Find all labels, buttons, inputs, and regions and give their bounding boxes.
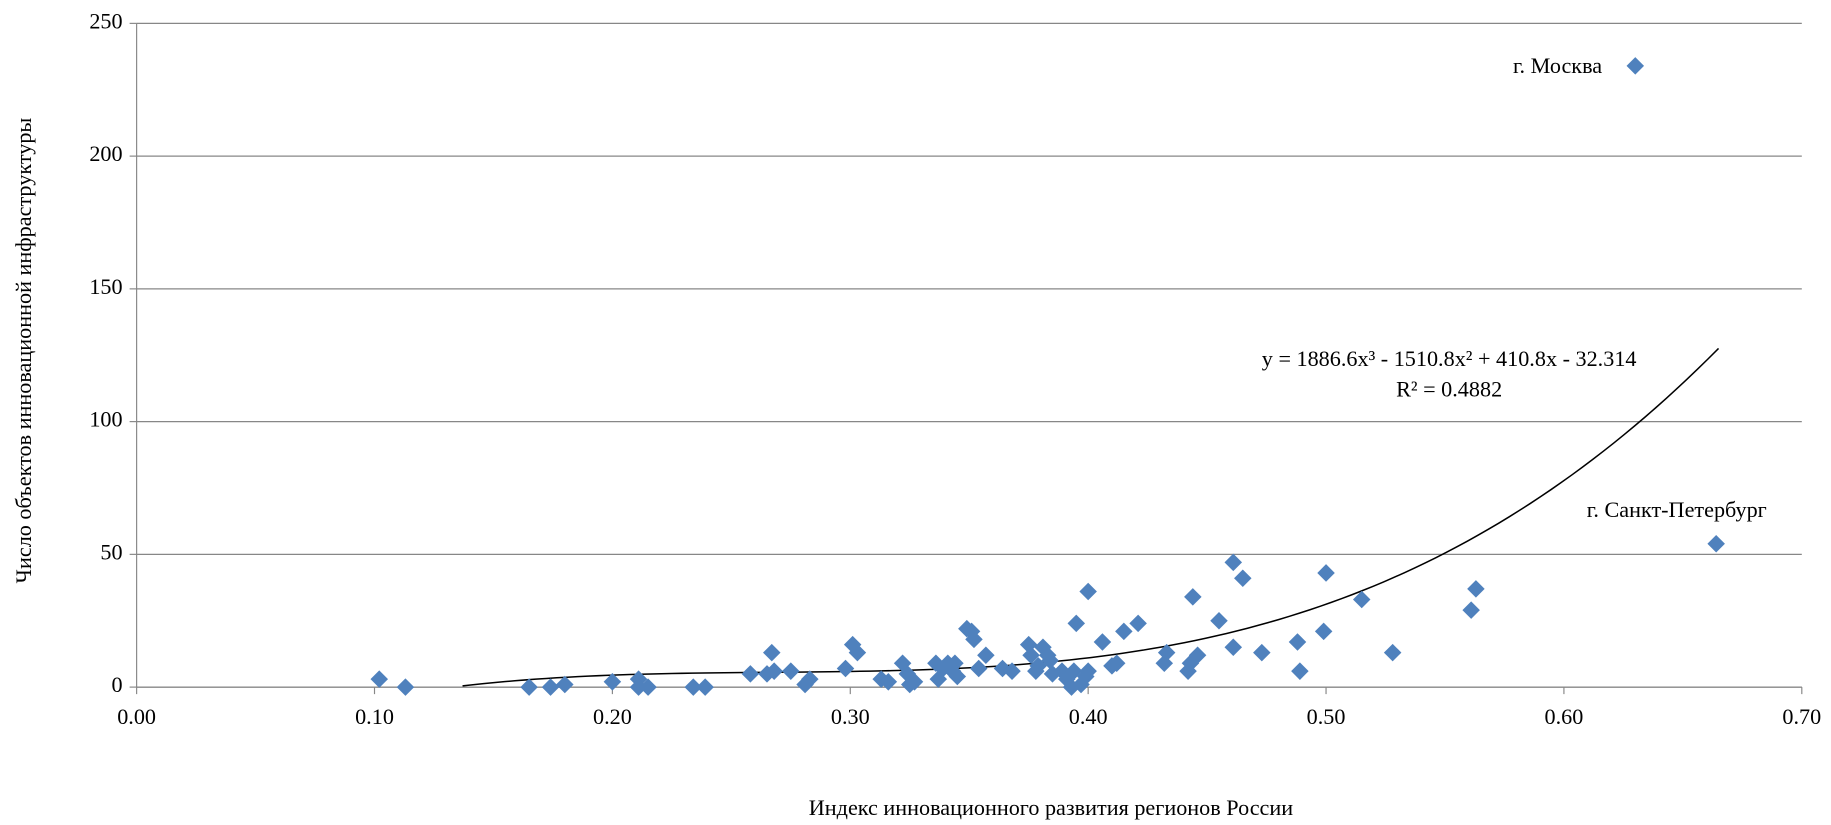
data-point xyxy=(1288,633,1307,651)
data-point xyxy=(1210,611,1228,630)
data-point xyxy=(1093,633,1112,651)
data-point xyxy=(629,678,648,696)
data-point xyxy=(1029,657,1047,675)
y-tick-label: 150 xyxy=(89,274,122,299)
data-point xyxy=(1626,57,1645,75)
data-point xyxy=(1079,582,1097,601)
data-point xyxy=(1317,564,1335,582)
data-point xyxy=(1224,553,1243,572)
x-tick-label: 0.20 xyxy=(593,704,632,729)
y-tick-label: 250 xyxy=(89,8,122,33)
data-point xyxy=(1224,638,1243,657)
x-tick-label: 0.00 xyxy=(117,704,156,729)
data-point xyxy=(1291,662,1309,680)
data-point xyxy=(765,662,783,680)
data-point xyxy=(396,678,415,696)
x-tick-label: 0.50 xyxy=(1307,704,1346,729)
x-tick-label: 0.60 xyxy=(1545,704,1584,729)
data-point xyxy=(520,678,538,696)
data-point xyxy=(848,643,867,662)
x-tick-label: 0.40 xyxy=(1069,704,1108,729)
data-point xyxy=(1107,654,1126,672)
trendline-r2: R² = 0.4882 xyxy=(1396,377,1502,402)
data-point xyxy=(801,670,819,688)
data-point xyxy=(1067,614,1086,633)
data-point xyxy=(1157,643,1176,662)
data-point xyxy=(1129,614,1147,633)
data-point xyxy=(1115,622,1133,641)
data-point xyxy=(763,643,781,662)
data-point xyxy=(1234,569,1252,588)
data-point xyxy=(946,654,964,672)
y-tick-label: 50 xyxy=(100,539,122,564)
y-tick-label: 0 xyxy=(112,672,123,697)
data-point xyxy=(969,659,988,678)
data-point xyxy=(1383,643,1402,662)
data-point xyxy=(782,662,800,680)
data-point xyxy=(741,665,760,683)
x-tick-label: 0.70 xyxy=(1782,704,1821,729)
data-point xyxy=(1707,534,1725,553)
data-point xyxy=(370,670,389,688)
x-axis-title: Индекс инновационного развития регионов … xyxy=(809,795,1293,820)
data-point xyxy=(1467,580,1485,598)
data-point xyxy=(1079,662,1097,680)
trendline xyxy=(462,347,1720,687)
data-point xyxy=(541,678,560,696)
data-point xyxy=(965,630,983,649)
data-point xyxy=(905,673,924,691)
data-point xyxy=(696,678,714,696)
data-point xyxy=(1184,588,1202,606)
x-tick-label: 0.10 xyxy=(355,704,394,729)
point-annotation: г. Санкт-Петербург xyxy=(1587,497,1767,522)
trendline-equation: y = 1886.6x³ - 1510.8x² + 410.8x - 32.31… xyxy=(1262,346,1637,371)
y-tick-label: 100 xyxy=(89,407,122,432)
data-point xyxy=(1314,622,1333,641)
x-tick-label: 0.30 xyxy=(831,704,870,729)
data-point xyxy=(1181,654,1200,672)
data-point xyxy=(684,678,703,696)
y-axis-title: Число объектов инновационной инфраструкт… xyxy=(11,118,36,584)
data-point xyxy=(1022,646,1040,665)
data-point xyxy=(977,646,995,665)
data-point xyxy=(879,673,898,691)
point-annotation: г. Москва xyxy=(1513,53,1602,78)
data-point xyxy=(836,659,855,678)
data-point xyxy=(1253,643,1271,662)
data-point xyxy=(1462,601,1480,619)
data-point xyxy=(1041,651,1059,670)
data-point xyxy=(1188,646,1207,665)
y-tick-label: 200 xyxy=(89,141,122,166)
data-point xyxy=(1352,590,1371,609)
data-point xyxy=(948,667,967,686)
data-point xyxy=(603,673,622,691)
